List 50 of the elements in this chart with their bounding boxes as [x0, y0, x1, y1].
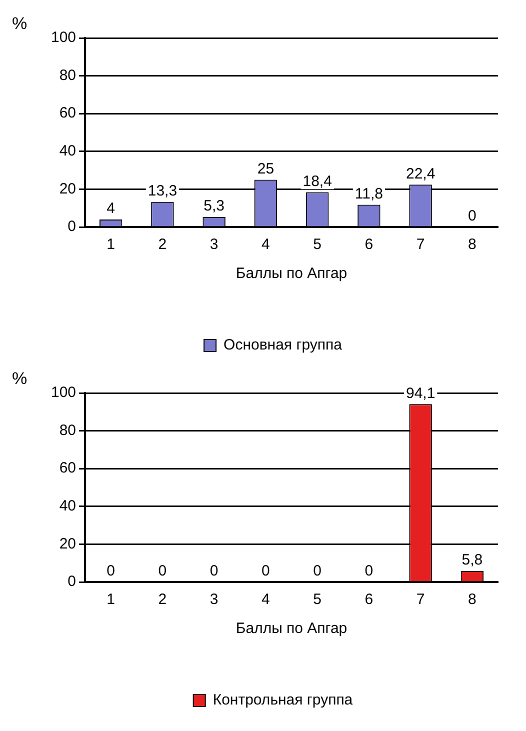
y-tick-label: 60	[59, 460, 76, 477]
x-axis-title: Баллы по Апгар	[236, 620, 348, 638]
x-tick-label: 6	[364, 591, 374, 608]
y-tick-label: 40	[59, 498, 76, 515]
legend-label: Основная группа	[224, 336, 343, 354]
data-label: 5,8	[462, 552, 483, 569]
data-label: 11,8	[354, 185, 383, 202]
y-tick-label: 80	[59, 66, 76, 84]
x-tick-label: 2	[158, 236, 167, 254]
y-tick-label: 100	[50, 384, 76, 402]
x-tick-label: 7	[416, 236, 425, 254]
y-tick-label: 0	[68, 573, 76, 590]
data-label: 0	[313, 562, 322, 580]
x-tick-label: 7	[416, 591, 425, 608]
y-tick-label: 20	[59, 180, 76, 198]
x-tick-label: 1	[106, 236, 116, 254]
data-label: 4	[106, 200, 116, 218]
y-tick-label: 0	[68, 218, 76, 236]
data-label: 25	[257, 160, 274, 178]
y-tick-label: 20	[59, 535, 76, 552]
data-label: 0	[158, 562, 167, 580]
x-tick-label: 8	[468, 591, 476, 608]
data-label: 94,1	[406, 384, 436, 402]
data-label: 0	[468, 208, 476, 225]
y-axis-title: %	[12, 14, 28, 34]
x-tick-label: 5	[313, 591, 322, 608]
y-tick-label: 60	[59, 104, 76, 122]
y-tick-label: 80	[59, 422, 76, 439]
data-label: 0	[210, 562, 218, 580]
data-label: 0	[262, 562, 270, 580]
x-tick-label: 3	[210, 236, 218, 254]
x-tick-label: 3	[210, 591, 218, 608]
data-label: 18,4	[302, 172, 332, 190]
y-tick-label: 40	[59, 142, 76, 160]
x-tick-label: 5	[313, 236, 322, 254]
x-tick-label: 8	[468, 236, 476, 254]
data-label: 5,3	[204, 198, 225, 215]
data-label: 0	[106, 562, 116, 580]
data-label: 13,3	[148, 182, 178, 200]
x-tick-label: 4	[262, 591, 270, 608]
legend-label: Контрольная группа	[212, 692, 354, 709]
data-label: 0	[364, 562, 374, 580]
x-tick-label: 6	[364, 236, 374, 254]
x-tick-label: 1	[106, 591, 116, 608]
x-tick-label: 4	[262, 236, 270, 254]
x-tick-label: 2	[158, 591, 167, 608]
y-axis-title: %	[12, 369, 28, 388]
data-label: 22,4	[406, 165, 436, 182]
y-tick-label: 100	[50, 29, 76, 46]
x-axis-title: Баллы по Апгар	[236, 265, 348, 282]
